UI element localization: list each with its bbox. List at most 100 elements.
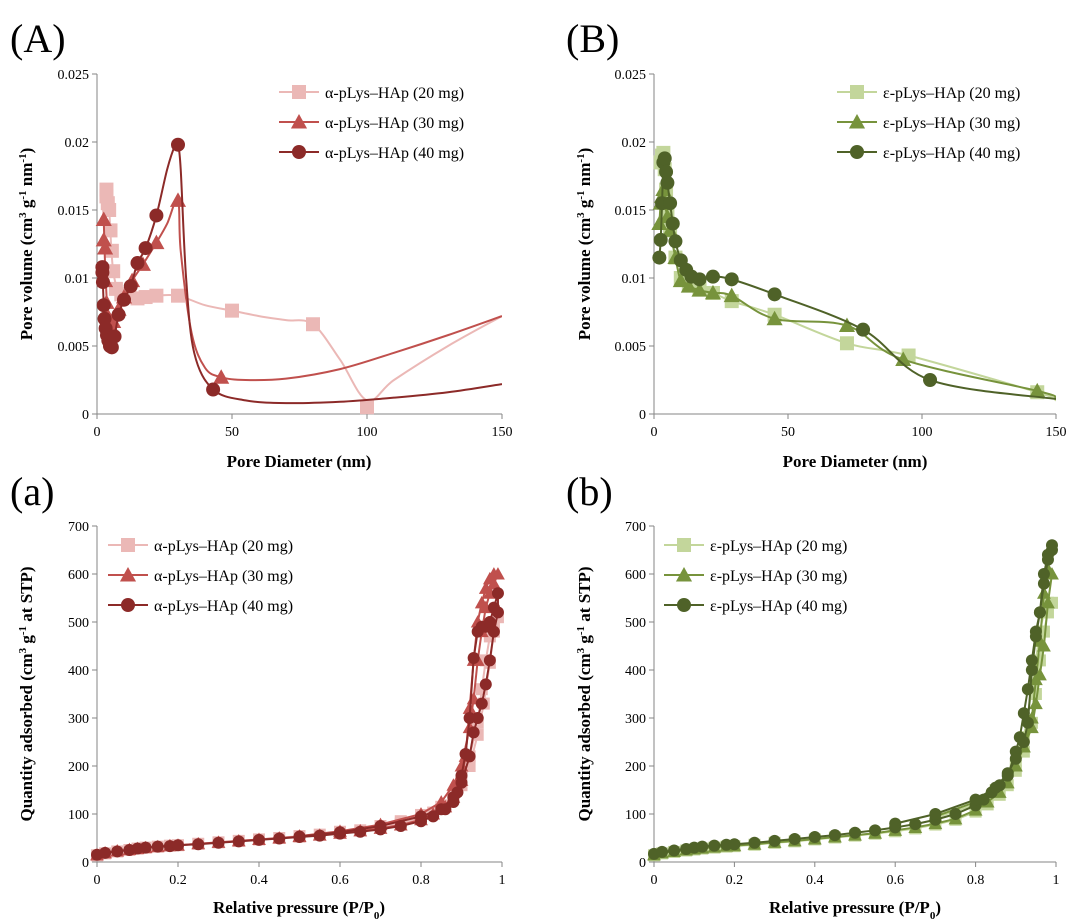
data-point (374, 820, 387, 832)
legend-label: α-pLys–HAp (30 mg) (154, 568, 293, 585)
series-line (102, 197, 502, 382)
data-point (253, 833, 265, 846)
data-point (415, 810, 427, 823)
data-point (1045, 544, 1058, 556)
data-point (232, 835, 245, 848)
y-tick-label: 0.005 (58, 340, 90, 355)
data-point (909, 818, 922, 831)
legend-entry-2: ε-pLys–HAp (40 mg) (837, 145, 1020, 162)
data-point (171, 288, 185, 303)
x-tick-label: 0 (94, 425, 101, 440)
x-tick-label: 0 (94, 873, 101, 888)
y-axis-title: Pore volume (cm3 g-1 nm-1) (17, 148, 36, 341)
data-point (95, 231, 112, 247)
data-point (705, 269, 720, 284)
x-tick-label: 1 (499, 873, 506, 888)
x-tick-label: 50 (225, 425, 239, 440)
chart-panel-3: (b) 0 100 200 300 400 500 600 700 0 0.2 0.4 0.6 0.8 1 R… (566, 469, 1060, 922)
legend-label: α-pLys–HAp (20 mg) (154, 538, 293, 555)
legend-marker (850, 85, 864, 99)
legend-label: α-pLys–HAp (40 mg) (154, 598, 293, 615)
x-axis-title: Pore Diameter (nm) (783, 452, 928, 471)
y-axis-title: Pore volume (cm3 g-1 nm-1) (575, 148, 594, 341)
legend-entry-0: ε-pLys–HAp (20 mg) (664, 538, 847, 555)
x-tick-label: 150 (492, 425, 513, 440)
series-2 (648, 539, 1058, 860)
data-point (123, 279, 138, 294)
x-tick-label: 100 (912, 425, 933, 440)
data-point (788, 832, 801, 845)
data-point (130, 256, 145, 271)
data-point (1009, 752, 1022, 765)
y-tick-label: 500 (625, 616, 646, 631)
x-tick-label: 0.6 (886, 873, 904, 888)
data-point (1029, 382, 1046, 398)
data-point (672, 272, 689, 288)
data-point (668, 234, 683, 249)
data-point (225, 303, 239, 318)
data-point (455, 776, 468, 789)
legend-marker (848, 113, 866, 129)
x-tick-label: 0.2 (169, 873, 187, 888)
panel-label: (B) (566, 16, 619, 61)
chart-panel-1: (B) 0 0.005 0.01 0.015 0.02 0.025 0 50 100 150 Pore… (566, 16, 1067, 471)
data-point (491, 587, 504, 600)
data-point (748, 836, 761, 849)
data-point (463, 750, 476, 763)
data-point (767, 287, 782, 302)
data-point (467, 726, 480, 739)
data-point (103, 223, 118, 238)
data-point (487, 625, 500, 638)
x-tick-label: 0.2 (726, 873, 744, 888)
series-2 (652, 151, 1056, 401)
series-2 (95, 137, 502, 405)
data-point (491, 606, 504, 619)
y-tick-label: 100 (625, 808, 646, 823)
data-point (1025, 664, 1038, 676)
data-point (148, 234, 165, 250)
legend-label: ε-pLys–HAp (40 mg) (710, 598, 847, 615)
data-point (668, 844, 681, 857)
data-point (969, 793, 982, 806)
data-point (360, 400, 374, 415)
data-point (206, 382, 221, 397)
data-point (889, 817, 902, 830)
data-point (766, 310, 783, 326)
legend-marker (121, 538, 135, 552)
legend-entry-1: α-pLys–HAp (30 mg) (108, 566, 293, 585)
data-point (1025, 654, 1038, 667)
data-point (192, 838, 205, 851)
data-point (1041, 595, 1055, 609)
series-line (654, 601, 1054, 857)
data-point (95, 211, 112, 226)
data-point (447, 791, 460, 804)
data-point (1037, 568, 1050, 580)
data-point (656, 845, 669, 858)
data-point (427, 810, 440, 823)
data-point (306, 317, 320, 332)
y-tick-label: 600 (625, 568, 646, 583)
data-point (479, 678, 492, 691)
data-point (334, 826, 346, 839)
legend-entry-2: α-pLys–HAp (40 mg) (279, 145, 464, 162)
y-tick-label: 0.02 (622, 136, 647, 151)
data-point (1041, 553, 1054, 566)
data-point (696, 840, 709, 853)
data-point (169, 192, 187, 207)
legend-marker (292, 85, 306, 99)
data-point (692, 272, 707, 287)
data-point (102, 203, 117, 217)
legend-label: ε-pLys–HAp (20 mg) (883, 85, 1020, 102)
data-point (273, 832, 286, 845)
data-point (1008, 759, 1023, 772)
series-line (101, 140, 502, 405)
legend-marker (677, 598, 691, 612)
data-point (929, 808, 942, 820)
data-point (838, 317, 856, 333)
legend-entry-2: ε-pLys–HAp (40 mg) (664, 598, 847, 615)
data-point (651, 215, 668, 231)
data-point (660, 175, 675, 190)
y-tick-label: 600 (68, 568, 89, 583)
data-point (768, 834, 781, 847)
x-tick-label: 0.8 (412, 873, 430, 888)
